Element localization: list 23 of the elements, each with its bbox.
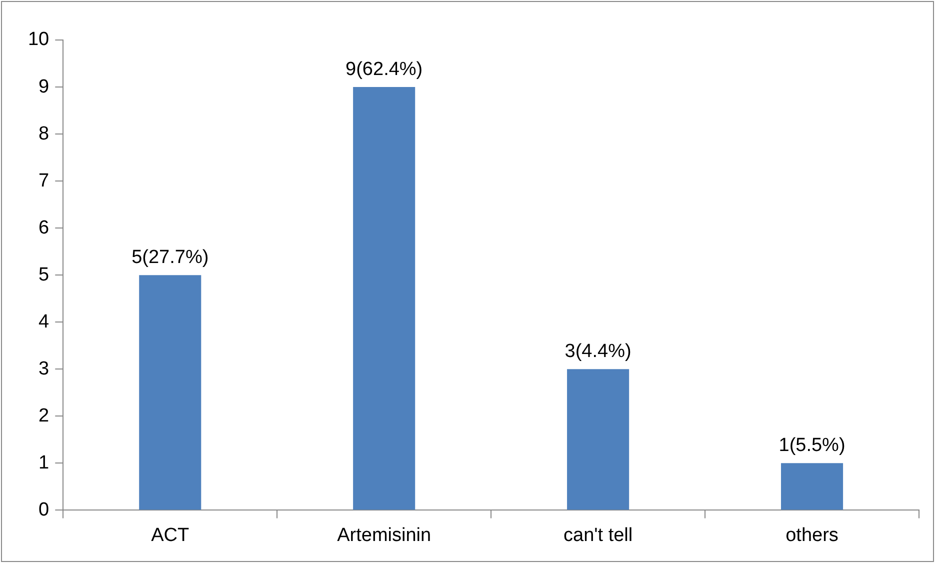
y-tick-label: 9 [38, 76, 50, 98]
x-tick-label: can't tell [563, 524, 633, 546]
x-tick-label: ACT [151, 524, 190, 546]
bar [353, 87, 416, 510]
x-tick-label: Artemisinin [337, 524, 432, 546]
data-label: 5(27.7%) [132, 246, 209, 268]
y-tick-label: 10 [28, 29, 50, 50]
bar [139, 275, 202, 510]
y-tick-label: 1 [38, 452, 50, 474]
x-tick-label: others [786, 524, 838, 546]
data-label: 1(5.5%) [778, 434, 846, 456]
y-tick-label: 5 [38, 264, 50, 286]
y-tick-label: 0 [38, 499, 50, 520]
bar [567, 369, 630, 510]
y-tick-label: 6 [38, 217, 50, 238]
y-tick-label: 7 [38, 170, 50, 192]
data-label: 9(62.4%) [346, 58, 423, 80]
y-tick-label: 2 [38, 405, 50, 426]
bar [780, 463, 844, 510]
y-tick-label: 8 [38, 123, 50, 144]
y-tick-label: 3 [38, 358, 50, 380]
data-label: 3(4.4%) [564, 340, 632, 362]
y-tick-label: 4 [38, 311, 50, 332]
